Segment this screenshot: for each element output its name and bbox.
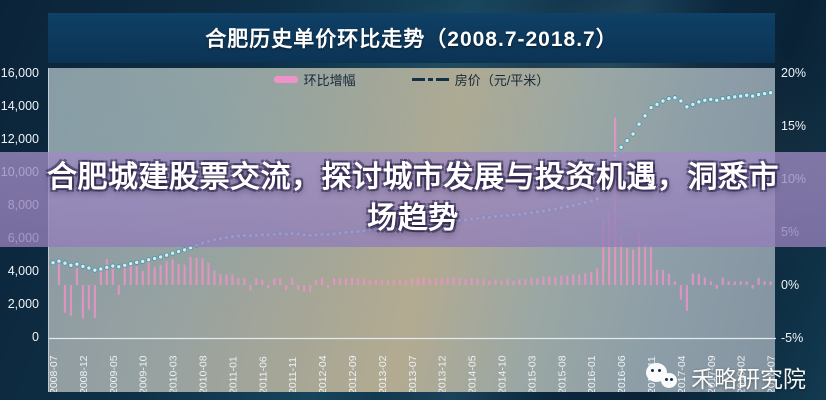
right-axis-tick: 15% [781,119,807,133]
x-tick-label: 2010-03 [168,355,180,392]
x-tick-label: 2013-12 [437,355,449,392]
pink-bar-swatch-icon [273,76,298,83]
overlay-headline: 合肥城建股票交流，探讨城市发展与投资机遇，洞悉市场趋势 [47,161,779,235]
x-tick-label: 2008-12 [78,355,90,392]
wechat-icon-small [661,373,677,388]
overlay-band [0,152,826,247]
x-tick-label: 2009-05 [108,355,120,392]
x-tick-label: 2016-06 [616,355,628,392]
left-axis-tick: 14,000 [0,99,39,113]
x-tick-label: 2016-01 [586,355,598,392]
watermark-text: 禾略研究院 [691,366,806,392]
x-tick-label: 2008-07 [49,355,60,392]
x-tick-label: 2011-01 [227,356,239,392]
legend-label-mom: 环比增幅 [303,73,356,88]
x-tick-label: 2018-02 [736,355,748,392]
x-tick-label: 2011-11 [287,357,299,392]
x-tick-label: 2012-04 [317,355,329,392]
dash-line-swatch-icon [411,78,449,81]
x-tick-label: 2018-07 [766,355,776,392]
left-axis-tick: 12,000 [0,132,39,146]
x-tick-label: 2011-06 [257,356,269,392]
x-tick-label: 2014-10 [497,355,509,392]
wechat-icon [646,361,684,393]
right-axis-tick: 0% [781,278,800,292]
left-axis-tick: 16,000 [0,66,39,80]
x-tick-label: 2015-08 [556,355,568,392]
right-axis-tick: -5% [781,331,804,345]
left-axis-tick: 0 [32,330,39,344]
x-tick-label: 2013-02 [377,355,389,392]
right-axis-tick: 20% [781,66,807,80]
legend-label-price: 房价（元/平米） [454,73,550,88]
x-tick-label: 2014-05 [467,355,479,392]
x-tick-label: 2015-03 [526,355,538,392]
chart-title: 合肥历史单价环比走势（2008.7-2018.7） [205,28,618,51]
x-tick-label: 2017-09 [706,355,718,392]
x-tick-label: 2009-10 [138,355,150,392]
x-tick-label: 2012-09 [347,355,359,392]
x-tick-label: 2017-04 [676,355,688,392]
watermark: 禾略研究院 [646,360,806,394]
legend-item-mom: 环比增幅 [273,70,356,89]
chart-legend: 环比增幅 房价（元/平米） [48,70,775,89]
x-tick-label: 2013-07 [407,355,419,392]
left-axis-tick: 4,000 [7,264,39,278]
left-axis-tick: 2,000 [7,297,39,311]
chart-title-bar: 合肥历史单价环比走势（2008.7-2018.7） [48,13,775,63]
legend-item-price: 房价（元/平米） [411,70,550,89]
x-tick-label: 2010-08 [198,355,210,392]
